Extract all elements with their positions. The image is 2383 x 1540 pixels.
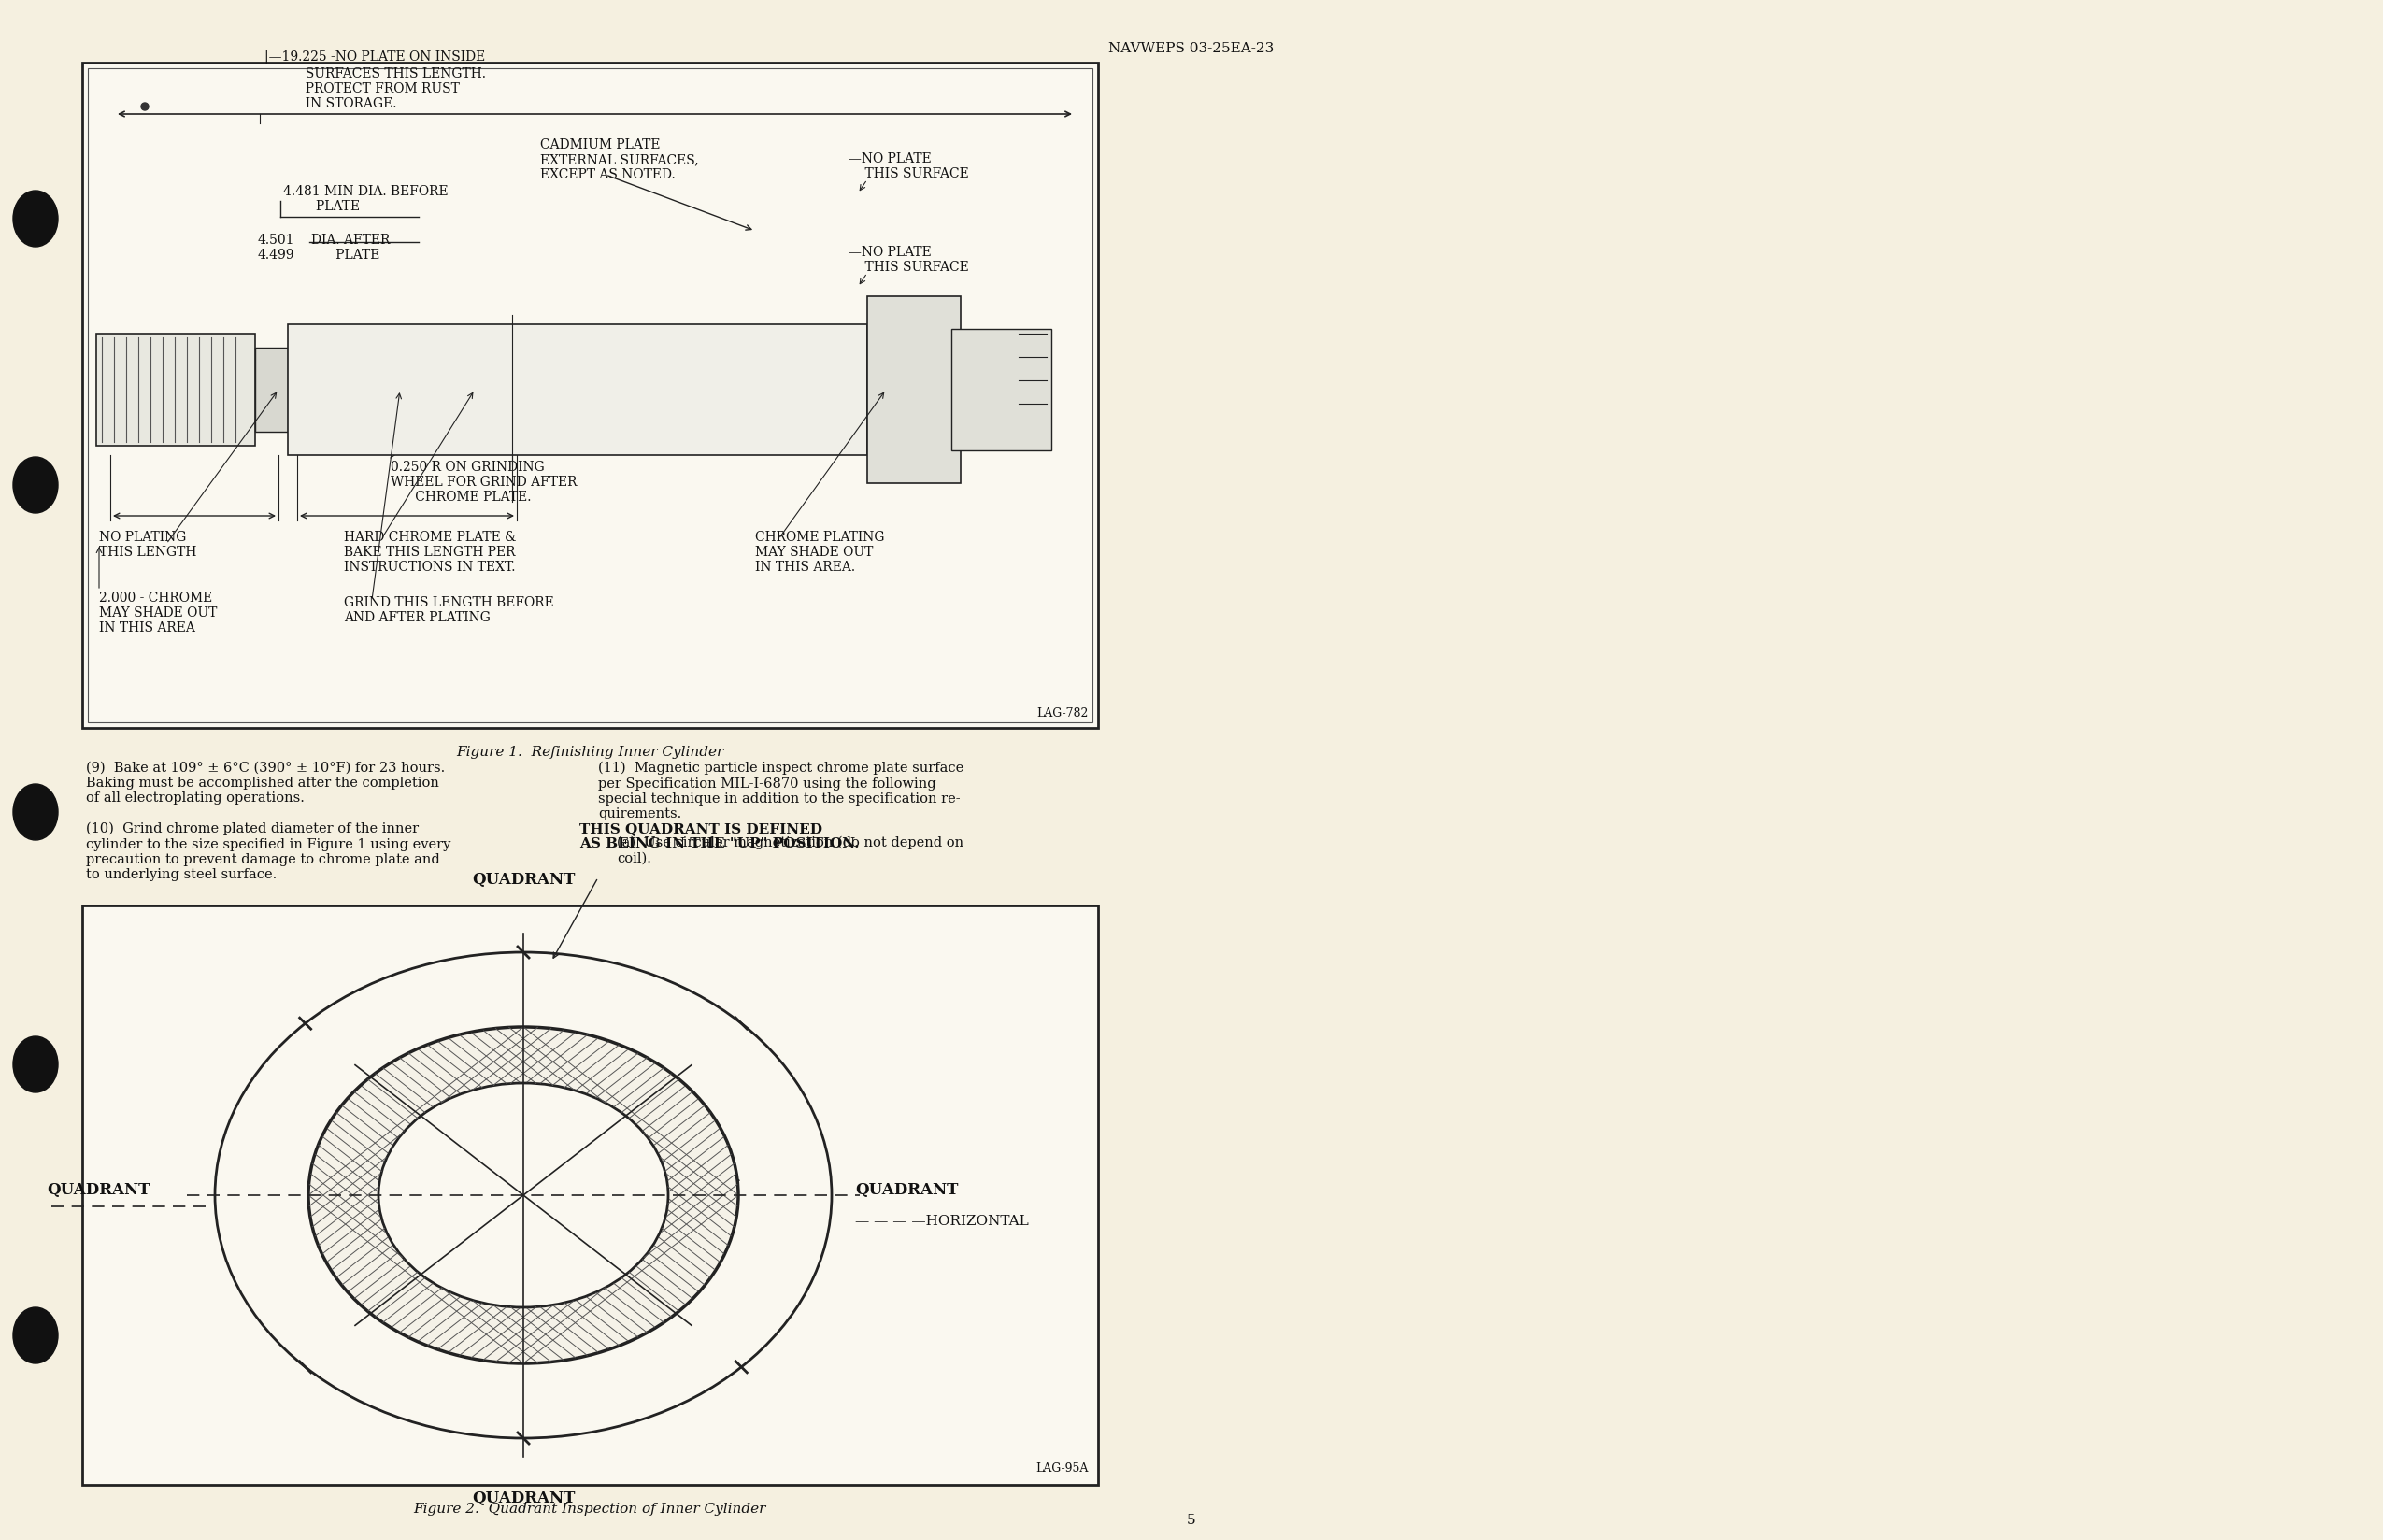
Text: 2.000 - CHROME
MAY SHADE OUT
IN THIS AREA: 2.000 - CHROME MAY SHADE OUT IN THIS ARE… [100, 591, 217, 634]
Ellipse shape [214, 953, 832, 1438]
Text: 90°: 90° [496, 1200, 522, 1214]
Ellipse shape [307, 1027, 739, 1363]
Text: —NO PLATE
    THIS SURFACE: —NO PLATE THIS SURFACE [848, 245, 970, 274]
Ellipse shape [12, 1307, 57, 1363]
Text: QUADRANT: QUADRANT [472, 1489, 574, 1506]
Bar [255, 348, 288, 433]
Bar [288, 325, 867, 456]
Bar [83, 906, 1099, 1485]
Ellipse shape [12, 191, 57, 248]
Bar [95, 334, 255, 447]
Text: LAG-95A: LAG-95A [1037, 1461, 1089, 1474]
Ellipse shape [12, 784, 57, 841]
Bar [867, 297, 960, 484]
Ellipse shape [12, 457, 57, 514]
Text: 4.481 MIN DIA. BEFORE
        PLATE: 4.481 MIN DIA. BEFORE PLATE [284, 185, 448, 213]
Text: —NO PLATE
    THIS SURFACE: —NO PLATE THIS SURFACE [848, 152, 970, 180]
Text: HARD CHROME PLATE &
BAKE THIS LENGTH PER
INSTRUCTIONS IN TEXT.: HARD CHROME PLATE & BAKE THIS LENGTH PER… [343, 530, 517, 574]
Bar [951, 330, 1051, 451]
Text: Figure 1.  Refinishing Inner Cylinder: Figure 1. Refinishing Inner Cylinder [455, 745, 724, 758]
Text: DIA. AFTER
      PLATE: DIA. AFTER PLATE [312, 234, 391, 262]
Text: QUADRANT: QUADRANT [855, 1181, 958, 1197]
Text: |—19.225 -NO PLATE ON INSIDE
          SURFACES THIS LENGTH.
          PROTECT F: |—19.225 -NO PLATE ON INSIDE SURFACES TH… [265, 51, 486, 111]
Ellipse shape [12, 1036, 57, 1093]
Text: CADMIUM PLATE
EXTERNAL SURFACES,
EXCEPT AS NOTED.: CADMIUM PLATE EXTERNAL SURFACES, EXCEPT … [541, 139, 698, 182]
Bar [88, 69, 1091, 722]
Ellipse shape [379, 1083, 667, 1307]
Text: (10)  Grind chrome plated diameter of the inner
cylinder to the size specified i: (10) Grind chrome plated diameter of the… [86, 822, 450, 881]
Text: Figure 2.  Quadrant Inspection of Inner Cylinder: Figure 2. Quadrant Inspection of Inner C… [412, 1502, 765, 1515]
Text: (9)  Bake at 109° ± 6°C (390° ± 10°F) for 23 hours.
Baking must be accomplished : (9) Bake at 109° ± 6°C (390° ± 10°F) for… [86, 761, 446, 804]
Bar [83, 63, 1099, 728]
Text: THIS QUADRANT IS DEFINED
AS BEING IN THE "UP" POSITION.: THIS QUADRANT IS DEFINED AS BEING IN THE… [579, 822, 860, 850]
Text: (11)  Magnetic particle inspect chrome plate surface
per Specification MIL-I-687: (11) Magnetic particle inspect chrome pl… [598, 761, 963, 819]
Text: REF.-INNER
CYLINDER: REF.-INNER CYLINDER [608, 1144, 696, 1172]
Text: — — — —HORIZONTAL: — — — —HORIZONTAL [855, 1214, 1029, 1227]
Text: GRIND THIS LENGTH BEFORE
AND AFTER PLATING: GRIND THIS LENGTH BEFORE AND AFTER PLATI… [343, 596, 553, 624]
Text: 4.501
4.499: 4.501 4.499 [257, 234, 295, 262]
Circle shape [141, 103, 148, 111]
Text: 0.250 R ON GRINDING
WHEEL FOR GRIND AFTER
      CHROME PLATE.: 0.250 R ON GRINDING WHEEL FOR GRIND AFTE… [391, 460, 577, 504]
Text: 5: 5 [1187, 1512, 1196, 1526]
Text: CHROME PLATING
MAY SHADE OUT
IN THIS AREA.: CHROME PLATING MAY SHADE OUT IN THIS ARE… [755, 530, 884, 574]
Text: QUADRANT: QUADRANT [472, 872, 574, 887]
Text: (a)  Use circular magnetization (do not depend on
coil).: (a) Use circular magnetization (do not d… [617, 836, 963, 864]
Text: LAG-782: LAG-782 [1037, 707, 1089, 719]
Text: NAVWEPS 03-25EA-23: NAVWEPS 03-25EA-23 [1108, 42, 1275, 55]
Text: NO PLATING
THIS LENGTH: NO PLATING THIS LENGTH [100, 530, 195, 559]
Text: QUADRANT: QUADRANT [48, 1181, 150, 1197]
